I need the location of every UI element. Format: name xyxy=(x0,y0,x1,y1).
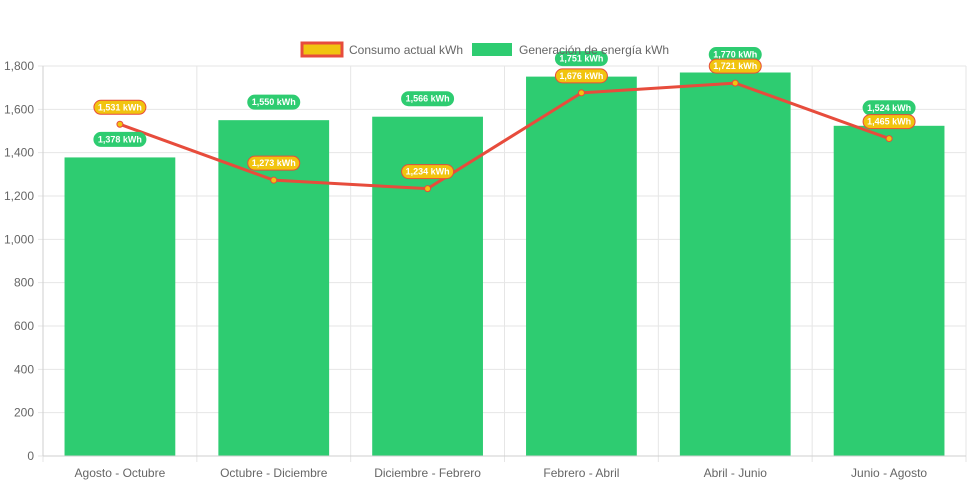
data-label-generacion-bg xyxy=(247,94,301,110)
bar-generacion xyxy=(526,76,637,456)
x-tick-label: Octubre - Diciembre xyxy=(220,466,328,480)
y-tick-label: 1,600 xyxy=(4,102,34,116)
data-label-consumo-bg xyxy=(708,58,762,74)
data-labels: 1,378 kWh 1,550 kWh 1,566 kWh 1,751 kWh 1,77… xyxy=(93,47,916,180)
data-label-consumo: 1,721 kWh xyxy=(708,58,762,74)
data-label-consumo-text: 1,465 kWh xyxy=(867,117,911,127)
data-label-generacion: 1,550 kWh xyxy=(247,94,301,110)
y-tick-label: 1,200 xyxy=(4,189,34,203)
data-label-consumo-text: 1,234 kWh xyxy=(406,167,450,177)
bar-generacion xyxy=(679,72,791,456)
data-label-consumo: 1,273 kWh xyxy=(247,155,301,171)
data-label-consumo: 1,234 kWh xyxy=(401,164,455,180)
point-consumo xyxy=(116,120,124,128)
data-label-generacion-bg xyxy=(554,51,608,67)
data-label-consumo-bg xyxy=(247,155,301,171)
x-tick-label: Agosto - Octubre xyxy=(75,466,166,480)
data-label-generacion: 1,524 kWh xyxy=(862,100,916,116)
line-series xyxy=(116,79,893,193)
legend-label-consumo: Consumo actual kWh xyxy=(349,43,463,57)
legend-item-generacion[interactable]: Generación de energía kWh xyxy=(472,43,669,57)
x-tick-label: Abril - Junio xyxy=(704,466,768,480)
x-tick-label: Febrero - Abril xyxy=(543,466,619,480)
data-label-generacion-text: 1,378 kWh xyxy=(98,134,142,144)
legend-swatch-consumo xyxy=(300,41,344,58)
y-tick-label: 1,400 xyxy=(4,146,34,160)
data-label-generacion-bg xyxy=(401,91,455,107)
legend-swatch-generacion xyxy=(472,43,512,56)
data-label-generacion-text: 1,566 kWh xyxy=(406,94,450,104)
legend-label-generacion: Generación de energía kWh xyxy=(519,43,669,57)
point-consumo xyxy=(424,185,432,193)
y-tick-label: 0 xyxy=(27,449,34,463)
data-label-consumo: 1,676 kWh xyxy=(554,68,608,84)
point-consumo xyxy=(270,176,278,184)
y-tick-label: 1,000 xyxy=(4,232,34,246)
data-label-consumo-bg xyxy=(93,99,147,115)
legend-item-consumo[interactable]: Consumo actual kWh xyxy=(300,41,463,58)
data-label-generacion-text: 1,524 kWh xyxy=(867,103,911,113)
data-label-generacion: 1,751 kWh xyxy=(554,51,608,67)
y-tick-label: 1,800 xyxy=(4,59,34,73)
data-label-generacion-text: 1,770 kWh xyxy=(713,50,757,60)
bar-generacion xyxy=(64,157,176,456)
bar-generacion xyxy=(833,125,945,457)
data-label-consumo-bg xyxy=(862,114,916,130)
data-label-consumo-text: 1,721 kWh xyxy=(713,61,757,71)
data-label-consumo: 1,465 kWh xyxy=(862,114,916,130)
data-label-generacion-bg xyxy=(93,131,147,147)
line-consumo xyxy=(119,81,890,191)
data-label-consumo-text: 1,531 kWh xyxy=(98,102,142,112)
data-label-generacion: 1,566 kWh xyxy=(401,91,455,107)
point-consumo xyxy=(731,79,739,87)
grid xyxy=(38,65,967,462)
data-label-consumo-text: 1,273 kWh xyxy=(252,158,296,168)
data-label-consumo: 1,531 kWh xyxy=(93,99,147,115)
bar-generacion xyxy=(218,120,330,457)
data-label-consumo-bg xyxy=(401,164,455,180)
data-label-consumo-bg xyxy=(554,68,608,84)
y-tick-label: 400 xyxy=(14,362,34,376)
data-label-generacion: 1,378 kWh xyxy=(93,131,147,147)
y-tick-label: 600 xyxy=(14,319,34,333)
y-tick-label: 800 xyxy=(14,276,34,290)
data-label-generacion-text: 1,751 kWh xyxy=(559,54,603,64)
x-tick-label: Junio - Agosto xyxy=(851,466,927,480)
bar-series xyxy=(64,72,945,457)
y-tick-label: 200 xyxy=(14,406,34,420)
point-consumo xyxy=(577,89,585,97)
legend[interactable]: Consumo actual kWh Generación de energía… xyxy=(300,41,669,58)
x-tick-label: Diciembre - Febrero xyxy=(374,466,481,480)
point-consumo xyxy=(885,135,893,143)
data-label-consumo-text: 1,676 kWh xyxy=(559,71,603,81)
axes: 0 200 400 600 800 1,000 1,200 1,400 1,600 1,800 Ag… xyxy=(4,59,966,480)
data-label-generacion-text: 1,550 kWh xyxy=(252,97,296,107)
